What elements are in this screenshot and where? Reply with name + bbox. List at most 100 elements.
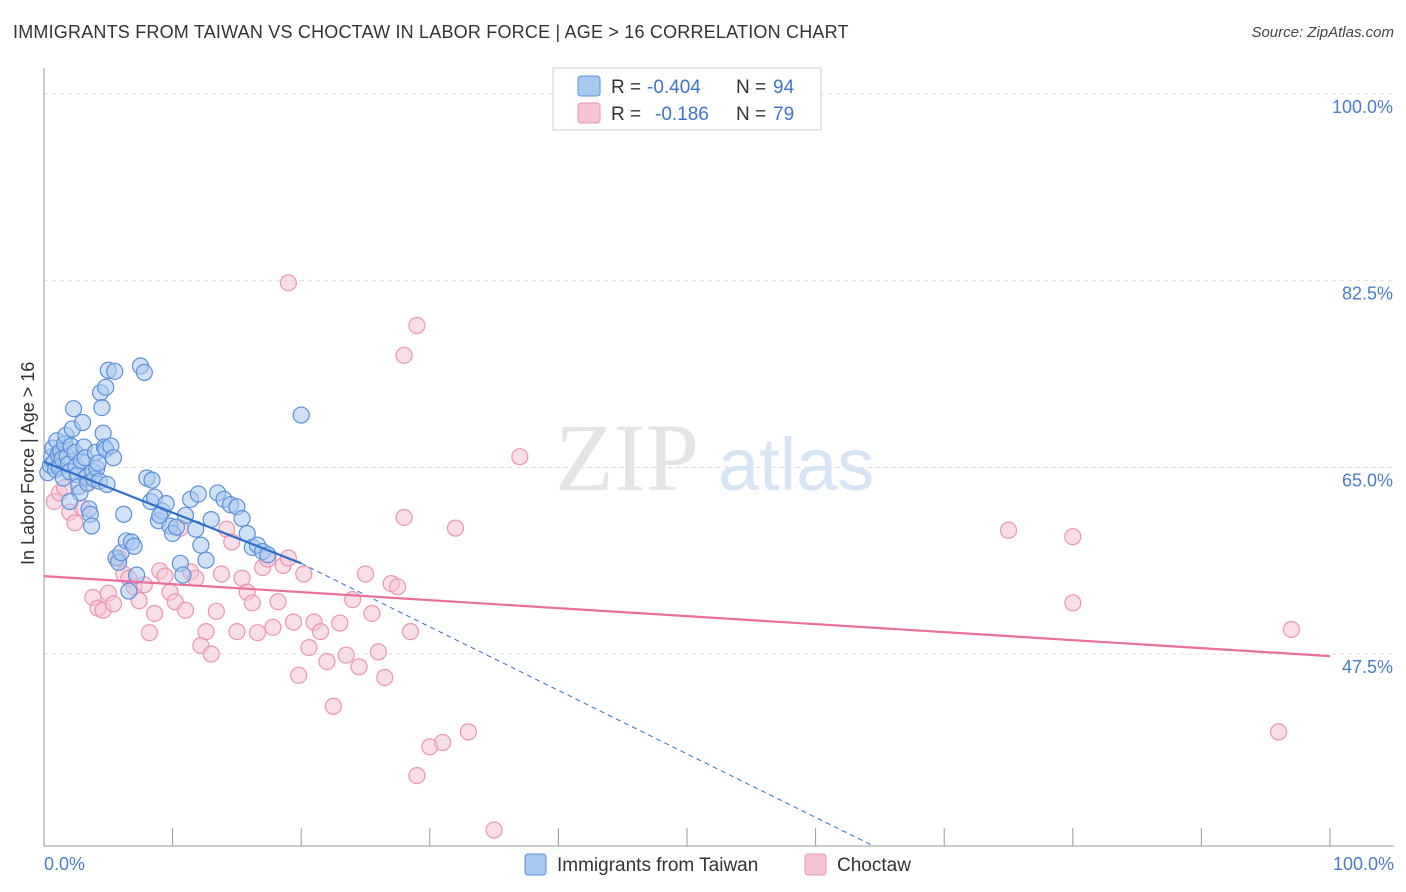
choctaw-point xyxy=(269,593,287,611)
bottom-legend-swatch-taiwan xyxy=(524,853,547,876)
choctaw-point xyxy=(389,578,407,596)
legend-n-value-choctaw: 79 xyxy=(773,104,794,125)
legend-n-label-taiwan: N = xyxy=(736,77,766,98)
bottom-legend-label-choctaw: Choctaw xyxy=(837,855,911,876)
choctaw-point xyxy=(485,821,503,839)
x-tick-label-min: 0.0% xyxy=(44,854,85,874)
choctaw-point xyxy=(295,565,313,583)
choctaw-point xyxy=(356,565,375,583)
choctaw-point xyxy=(511,448,529,466)
choctaw-point xyxy=(248,624,267,642)
choctaw-point xyxy=(279,274,297,292)
taiwan-point xyxy=(61,492,79,511)
y-tick-label: 47.5% xyxy=(1342,657,1393,677)
x-ticks xyxy=(43,828,1331,846)
watermark-zip: ZIP xyxy=(555,404,699,511)
legend-n-value-taiwan: 94 xyxy=(773,77,795,98)
choctaw-point xyxy=(408,766,426,785)
y-tick-label: 82.5% xyxy=(1342,284,1393,304)
watermark-atlas: atlas xyxy=(718,423,874,506)
choctaw-point xyxy=(324,697,342,715)
bottom-legend-swatch-choctaw xyxy=(804,853,827,876)
choctaw-point xyxy=(408,316,426,335)
trend-lines xyxy=(43,460,1331,847)
taiwan-point xyxy=(89,454,107,472)
choctaw-point xyxy=(434,733,452,752)
taiwan-point xyxy=(115,505,133,523)
choctaw-point xyxy=(331,614,349,632)
legend-swatch-choctaw xyxy=(577,102,601,124)
taiwan-trend-line xyxy=(43,460,302,565)
choctaw-point xyxy=(290,666,308,684)
y-tick-label: 65.0% xyxy=(1342,470,1393,490)
choctaw-point xyxy=(176,601,195,619)
taiwan-point xyxy=(135,363,153,381)
chart-title: IMMIGRANTS FROM TAIWAN VS CHOCTAW IN LAB… xyxy=(13,22,849,42)
choctaw-point xyxy=(156,567,174,585)
choctaw-point xyxy=(207,602,225,620)
choctaw-point xyxy=(228,622,246,641)
taiwan-point xyxy=(106,362,124,380)
choctaw-point xyxy=(363,604,381,623)
taiwan-point xyxy=(93,399,111,417)
legend-swatch-taiwan xyxy=(577,75,601,97)
y-axis-label: In Labor Force | Age > 16 xyxy=(18,362,38,565)
taiwan-point xyxy=(73,413,92,432)
y-tick-labels: 100.0% 82.5% 65.0% 47.5% xyxy=(1332,97,1393,677)
choctaw-point xyxy=(1282,620,1301,639)
legend-r-label-taiwan: R = xyxy=(611,77,641,98)
choctaw-point xyxy=(311,622,330,641)
choctaw-point xyxy=(395,508,413,527)
choctaw-point xyxy=(197,622,215,641)
choctaw-point xyxy=(140,624,159,642)
legend-box: R = -0.404 N = 94 R = -0.186 N = 79 xyxy=(552,67,822,131)
taiwan-points xyxy=(39,357,310,600)
gridlines xyxy=(44,93,1394,655)
choctaw-point xyxy=(459,723,477,741)
choctaw-point xyxy=(337,646,355,664)
choctaw-trend-line xyxy=(43,575,1331,658)
taiwan-point xyxy=(125,537,143,555)
taiwan-trend-extension xyxy=(300,562,874,847)
choctaw-point xyxy=(243,594,261,612)
choctaw-point xyxy=(350,658,368,676)
choctaw-points xyxy=(45,274,1301,839)
choctaw-point xyxy=(999,521,1018,539)
taiwan-point xyxy=(104,449,123,467)
choctaw-point xyxy=(1064,594,1082,612)
choctaw-point xyxy=(395,346,413,364)
legend-r-value-choctaw: -0.186 xyxy=(655,104,709,125)
choctaw-point xyxy=(264,618,282,636)
taiwan-point xyxy=(292,406,310,424)
taiwan-point xyxy=(82,517,101,535)
choctaw-point xyxy=(446,519,465,537)
bottom-legend: Immigrants from Taiwan Choctaw xyxy=(524,853,911,876)
choctaw-point xyxy=(369,643,387,661)
legend-r-value-taiwan: -0.404 xyxy=(647,77,701,98)
choctaw-point xyxy=(284,613,303,631)
legend-r-label-choctaw: R = xyxy=(611,104,641,125)
choctaw-point xyxy=(318,652,336,671)
legend-n-label-choctaw: N = xyxy=(736,104,766,125)
choctaw-point xyxy=(104,595,123,613)
taiwan-point xyxy=(233,509,251,528)
taiwan-point xyxy=(127,566,146,584)
choctaw-point xyxy=(66,514,84,532)
source-label: Source: ZipAtlas.com xyxy=(1251,24,1394,41)
taiwan-point xyxy=(192,536,210,554)
choctaw-point xyxy=(212,565,231,583)
y-tick-label: 100.0% xyxy=(1332,97,1393,117)
watermark: ZIP atlas xyxy=(555,404,874,511)
choctaw-point xyxy=(401,622,420,641)
choctaw-point xyxy=(202,645,220,663)
x-tick-label-max: 100.0% xyxy=(1333,854,1394,874)
taiwan-point xyxy=(143,471,161,489)
taiwan-point xyxy=(189,485,207,503)
choctaw-point xyxy=(1064,528,1082,546)
taiwan-point xyxy=(174,566,192,584)
bottom-legend-label-taiwan: Immigrants from Taiwan xyxy=(557,855,758,876)
choctaw-point xyxy=(145,604,164,623)
taiwan-point xyxy=(64,400,83,418)
taiwan-point xyxy=(197,551,215,569)
